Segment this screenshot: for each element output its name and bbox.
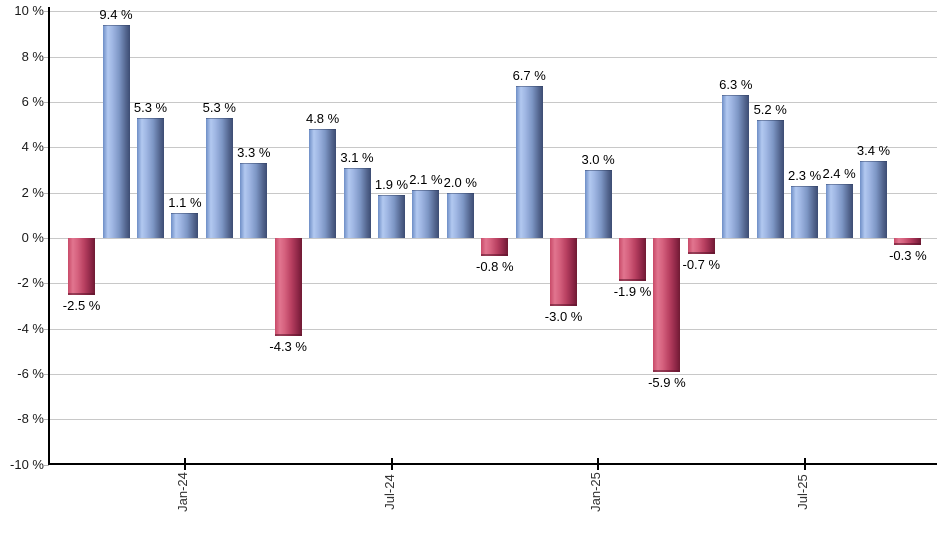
- gridline: [49, 283, 937, 285]
- bar-value-label: -4.3 %: [269, 338, 307, 354]
- gridline: [49, 374, 937, 375]
- return-bar-nov-24: [515, 86, 543, 238]
- return-bar-jul-24: [378, 194, 405, 238]
- bar-value-label: -0.7 %: [682, 256, 721, 272]
- bar-value-label: 6.3 %: [719, 77, 753, 93]
- bar-value-label: 2.1 %: [409, 172, 443, 188]
- bar-value-label: 5.3 %: [133, 99, 168, 115]
- bar-value-label: 9.4 %: [99, 6, 133, 22]
- y-axis-tick-label: -6 %: [17, 366, 44, 381]
- gridline: [49, 147, 937, 149]
- bar-value-label: -1.9 %: [613, 284, 652, 300]
- bar-value-label: 3.4 %: [856, 142, 891, 158]
- bar-value-label: 3.0 %: [581, 152, 615, 167]
- y-axis-tick: [44, 147, 49, 149]
- return-bar-aug-25: [825, 183, 853, 238]
- return-bar-jan-24: [171, 213, 199, 238]
- return-bar-jun-24: [343, 167, 371, 238]
- x-axis-tick-label-jan-25: Jan-25: [588, 472, 604, 512]
- return-bar-may-24: [309, 129, 337, 238]
- y-axis-tick: [44, 238, 49, 239]
- y-axis-tick-label: 10 %: [14, 3, 44, 19]
- y-axis-tick: [44, 283, 49, 285]
- y-axis-tick: [44, 102, 49, 103]
- return-bar-dec-24: [550, 238, 578, 306]
- y-axis-tick: [44, 192, 49, 194]
- bar-value-label: 4.8 %: [305, 111, 340, 127]
- x-axis-line: [48, 463, 937, 465]
- return-bar-apr-25: [687, 238, 715, 254]
- gridline: [49, 192, 937, 194]
- bar-value-label: 3.3 %: [237, 145, 271, 161]
- return-bar-may-25: [722, 95, 750, 238]
- return-bar-jan-25: [584, 170, 612, 238]
- bar-value-label: 1.1 %: [168, 195, 202, 211]
- return-bar-mar-24: [240, 163, 268, 238]
- return-bar-oct-25: [894, 238, 922, 245]
- y-axis-tick: [44, 11, 49, 13]
- gridline: [49, 11, 937, 13]
- return-bar-mar-25: [653, 238, 681, 372]
- x-axis-tick-label-jul-24: Jul-24: [381, 474, 397, 510]
- y-axis-tick-label: 8 %: [21, 48, 44, 64]
- bar-value-label: -5.9 %: [648, 374, 686, 390]
- x-axis-tick: [390, 458, 393, 470]
- return-bar-dec-23: [137, 117, 164, 238]
- x-axis-tick: [803, 458, 806, 470]
- bar-value-label: -0.3 %: [889, 247, 927, 263]
- return-bar-jun-25: [756, 120, 784, 238]
- bar-value-label: 5.3 %: [202, 99, 236, 115]
- y-axis-tick-label: -2 %: [17, 275, 44, 291]
- x-axis-tick: [183, 458, 186, 470]
- bar-value-label: 5.2 %: [753, 102, 787, 118]
- y-axis-tick: [44, 56, 49, 58]
- bar-value-label: -3.0 %: [544, 309, 583, 324]
- bar-value-label: 6.7 %: [512, 68, 546, 84]
- gridline: [49, 56, 937, 58]
- return-bar-sep-24: [446, 192, 474, 238]
- return-bar-jul-25: [791, 185, 819, 238]
- return-bar-oct-23: [68, 238, 96, 295]
- x-axis-tick-label-jul-25: Jul-25: [794, 474, 810, 510]
- gridline: [49, 102, 937, 103]
- bar-value-label: -2.5 %: [62, 297, 101, 313]
- gridline: [49, 419, 937, 421]
- y-axis-tick-label: 4 %: [21, 139, 44, 155]
- bar-value-label: 2.4 %: [822, 165, 856, 181]
- gridline: [49, 328, 937, 330]
- y-axis-tick-label: 0 %: [21, 230, 44, 245]
- y-axis-tick-label: 6 %: [21, 94, 44, 109]
- return-bar-oct-24: [481, 238, 509, 257]
- return-bar-sep-25: [860, 160, 887, 238]
- y-axis-tick-label: -4 %: [17, 320, 44, 336]
- y-axis-line: [48, 7, 50, 465]
- return-bar-apr-24: [274, 238, 302, 336]
- bar-value-label: 2.0 %: [443, 174, 477, 190]
- bar-value-label: 1.9 %: [374, 176, 409, 192]
- y-axis-tick-label: -8 %: [17, 411, 44, 427]
- y-axis-tick-label: 2 %: [21, 184, 44, 200]
- x-axis-tick-label-jan-24: Jan-24: [174, 472, 190, 512]
- y-axis-tick: [44, 464, 49, 466]
- y-axis-tick: [44, 374, 49, 375]
- bar-value-label: -0.8 %: [476, 259, 514, 275]
- y-axis-tick: [44, 419, 49, 421]
- return-bar-aug-24: [412, 190, 440, 238]
- return-bar-nov-23: [102, 24, 130, 238]
- bar-value-label: 2.3 %: [787, 167, 822, 183]
- bar-value-label: 3.1 %: [340, 149, 374, 165]
- y-axis-tick: [44, 328, 49, 330]
- x-axis-tick: [597, 458, 600, 470]
- y-axis-tick-label: -10 %: [10, 456, 44, 472]
- return-bar-feb-24: [205, 117, 233, 238]
- return-bar-feb-25: [619, 238, 646, 282]
